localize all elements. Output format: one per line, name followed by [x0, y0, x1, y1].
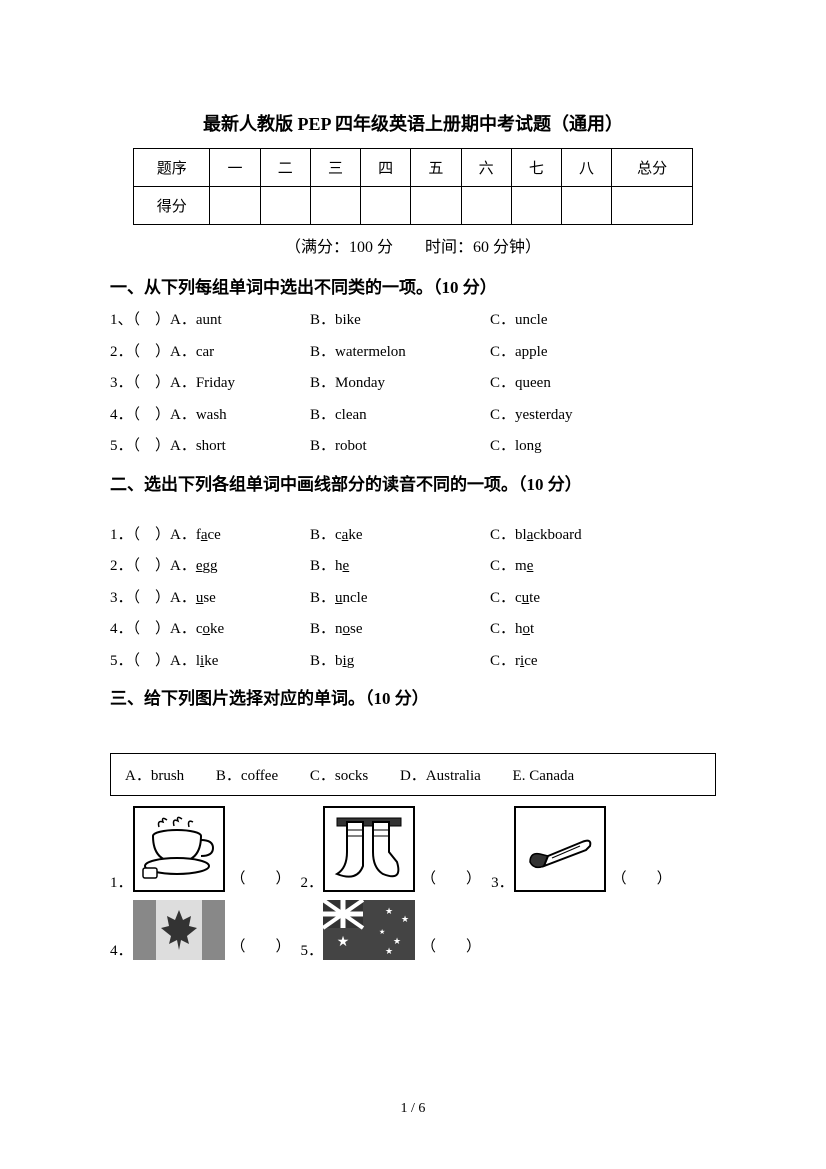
- col-header: 六: [461, 149, 511, 187]
- score-cell[interactable]: [361, 187, 411, 225]
- question-row: 2．（ ）A．eggB．heC．me: [110, 554, 716, 580]
- option-b: B．nose: [310, 617, 490, 643]
- answer-blank[interactable]: （ ）: [612, 867, 672, 888]
- svg-text:★: ★: [385, 946, 393, 956]
- exam-info: （满分：100 分 时间：60 分钟）: [110, 233, 716, 257]
- row-label: 得分: [134, 187, 210, 225]
- section-3-heading: 三、给下列图片选择对应的单词。（10 分）: [110, 684, 716, 709]
- question-row: 5．（ ）A．likeB．bigC．rice: [110, 649, 716, 675]
- question-stem: 3．（ ）A．Friday: [110, 371, 310, 397]
- socks-image: [323, 806, 415, 892]
- option-e: E. Canada: [513, 768, 575, 785]
- col-header: 三: [310, 149, 360, 187]
- brush-image: [514, 806, 606, 892]
- answer-blank[interactable]: （ ）: [421, 867, 481, 888]
- coffee-cup-image: [133, 806, 225, 892]
- option-b: B．bike: [310, 308, 490, 334]
- question-stem: 1、（ ）A．aunt: [110, 308, 310, 334]
- table-row: 得分: [134, 187, 693, 225]
- col-header: 七: [511, 149, 561, 187]
- col-header: 五: [411, 149, 461, 187]
- option-b: B．he: [310, 554, 490, 580]
- option-c: C．long: [490, 434, 670, 460]
- option-b: B．robot: [310, 434, 490, 460]
- question-row: 2．（ ）A．carB．watermelonC．apple: [110, 340, 716, 366]
- word-options-box: A．brush B．coffee C．socks D．Australia E. …: [110, 753, 716, 796]
- svg-text:★: ★: [401, 914, 409, 924]
- svg-text:★: ★: [393, 936, 401, 946]
- answer-blank[interactable]: （ ）: [231, 935, 291, 956]
- option-b: B．big: [310, 649, 490, 675]
- answer-blank[interactable]: （ ）: [231, 867, 291, 888]
- option-d: D．Australia: [400, 764, 481, 785]
- option-b: B．coffee: [216, 764, 278, 785]
- score-cell[interactable]: [310, 187, 360, 225]
- option-c: C．cute: [490, 586, 670, 612]
- option-c: C．uncle: [490, 308, 670, 334]
- section-1-heading: 一、从下列每组单词中选出不同类的一项。（10 分）: [110, 273, 716, 298]
- pic-number: 1．: [110, 871, 133, 892]
- question-row: 3．（ ）A．FridayB．MondayC．queen: [110, 371, 716, 397]
- pic-number: 5．: [301, 939, 324, 960]
- score-cell[interactable]: [461, 187, 511, 225]
- question-row: 4．（ ）A．cokeB．noseC．hot: [110, 617, 716, 643]
- option-b: B．Monday: [310, 371, 490, 397]
- picture-row-2: 4． （ ） 5． ★ ★ ★ ★ ★: [110, 900, 716, 960]
- question-stem: 4．（ ）A．wash: [110, 403, 310, 429]
- col-header: 二: [260, 149, 310, 187]
- section-2-heading: 二、选出下列各组单词中画线部分的读音不同的一项。（10 分）: [110, 470, 716, 495]
- score-cell[interactable]: [260, 187, 310, 225]
- question-stem: 2．（ ）A．car: [110, 340, 310, 366]
- svg-text:★: ★: [385, 906, 393, 916]
- option-c: C．hot: [490, 617, 670, 643]
- option-b: B．cake: [310, 523, 490, 549]
- option-c: C．rice: [490, 649, 670, 675]
- question-stem: 3．（ ）A．use: [110, 586, 310, 612]
- question-row: 3．（ ）A．useB．uncleC．cute: [110, 586, 716, 612]
- option-c: C．queen: [490, 371, 670, 397]
- option-c: C．socks: [310, 764, 368, 785]
- australia-flag-image: ★ ★ ★ ★ ★ ★: [323, 900, 415, 960]
- page-number: 1 / 6: [0, 1101, 826, 1117]
- question-stem: 4．（ ）A．coke: [110, 617, 310, 643]
- question-stem: 5．（ ）A．like: [110, 649, 310, 675]
- question-row: 1．（ ）A．faceB．cakeC．blackboard: [110, 523, 716, 549]
- question-row: 4．（ ）A．washB．cleanC．yesterday: [110, 403, 716, 429]
- option-a: A．brush: [125, 764, 184, 785]
- table-row: 题序 一 二 三 四 五 六 七 八 总分: [134, 149, 693, 187]
- canada-flag-image: [133, 900, 225, 960]
- question-stem: 2．（ ）A．egg: [110, 554, 310, 580]
- option-b: B．clean: [310, 403, 490, 429]
- score-cell[interactable]: [411, 187, 461, 225]
- option-c: C．blackboard: [490, 523, 670, 549]
- question-stem: 1．（ ）A．face: [110, 523, 310, 549]
- score-table: 题序 一 二 三 四 五 六 七 八 总分 得分: [133, 148, 693, 225]
- score-cell[interactable]: [561, 187, 611, 225]
- option-b: B．watermelon: [310, 340, 490, 366]
- option-c: C．me: [490, 554, 670, 580]
- pic-number: 4．: [110, 939, 133, 960]
- col-header: 一: [210, 149, 260, 187]
- option-c: C．yesterday: [490, 403, 670, 429]
- svg-text:★: ★: [379, 928, 385, 936]
- question-row: 5．（ ）A．shortB．robotC．long: [110, 434, 716, 460]
- score-cell[interactable]: [511, 187, 561, 225]
- total-header: 总分: [612, 149, 693, 187]
- col-header: 八: [561, 149, 611, 187]
- question-stem: 5．（ ）A．short: [110, 434, 310, 460]
- answer-blank[interactable]: （ ）: [421, 935, 481, 956]
- option-c: C．apple: [490, 340, 670, 366]
- page-title: 最新人教版 PEP 四年级英语上册期中考试题（通用）: [110, 110, 716, 136]
- svg-text:★: ★: [337, 935, 350, 950]
- col-header: 四: [361, 149, 411, 187]
- option-b: B．uncle: [310, 586, 490, 612]
- score-cell[interactable]: [612, 187, 693, 225]
- pic-number: 3．: [491, 871, 514, 892]
- row-label: 题序: [134, 149, 210, 187]
- question-row: 1、（ ）A．auntB．bikeC．uncle: [110, 308, 716, 334]
- score-cell[interactable]: [210, 187, 260, 225]
- pic-number: 2．: [301, 871, 324, 892]
- picture-row-1: 1． （ ） 2． （ ）: [110, 806, 716, 892]
